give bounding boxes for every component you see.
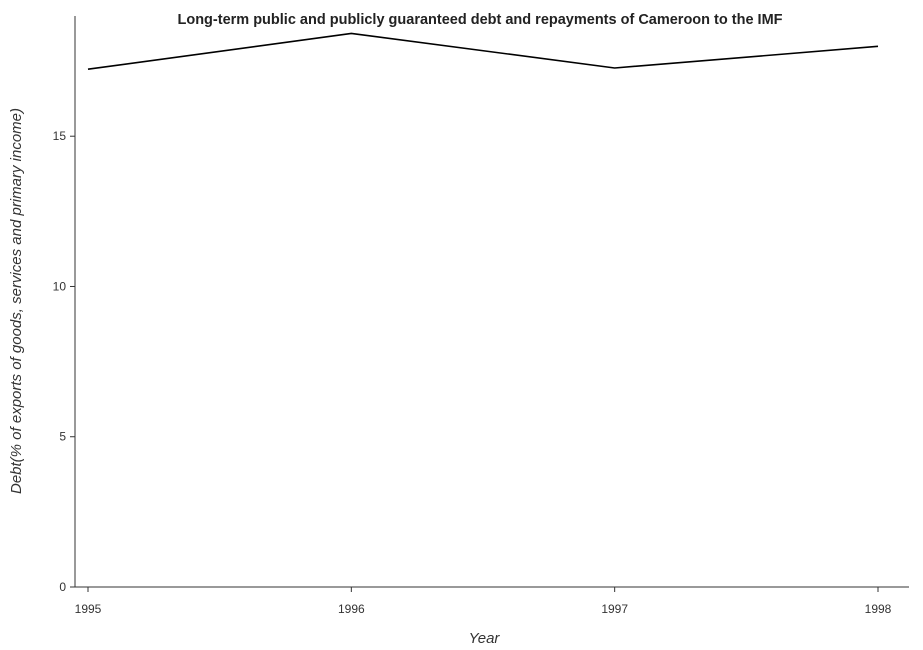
x-tick-label: 1997	[601, 602, 628, 616]
x-tick-label: 1998	[865, 602, 892, 616]
y-tick-label: 0	[59, 580, 66, 594]
y-axis-title: Debt(% of exports of goods, services and…	[8, 108, 25, 494]
series-line	[87, 32, 879, 70]
x-tick-label: 1996	[338, 602, 365, 616]
series-group	[87, 32, 879, 70]
y-ticks: 0 5 10 15	[53, 129, 75, 594]
x-axis-title: Year	[469, 630, 501, 647]
chart-title: Long-term public and publicly guaranteed…	[177, 12, 782, 28]
y-tick-label: 10	[53, 279, 67, 293]
y-tick-label: 5	[59, 430, 66, 444]
y-tick-label: 15	[53, 129, 67, 143]
x-tick-label: 1995	[75, 602, 102, 616]
plot-area: 0 5 10 15 1995 1996 1997 1998	[53, 16, 909, 616]
x-ticks: 1995 1996 1997 1998	[75, 587, 892, 616]
